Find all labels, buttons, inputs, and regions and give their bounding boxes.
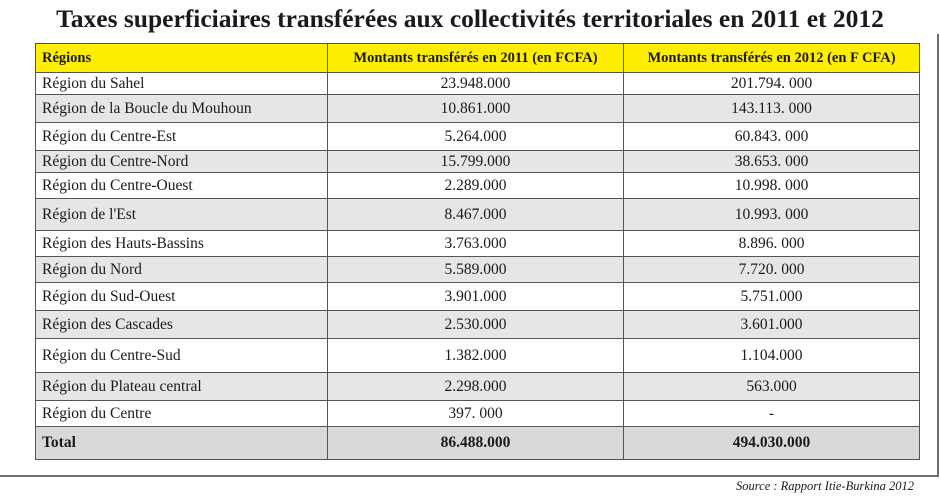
amount-2011: 8.467.000	[327, 198, 624, 231]
table-row: Région de l'Est 8.467.000 10.993. 000	[35, 198, 920, 231]
amount-2012: 201.794. 000	[623, 72, 920, 95]
region-name: Région du Centre-Ouest	[35, 172, 328, 199]
amount-2011: 2.530.000	[327, 310, 624, 339]
amount-2011: 10.861.000	[327, 94, 624, 123]
amount-2012: 5.751.000	[623, 282, 920, 311]
region-name: Région des Hauts-Bassins	[35, 230, 328, 257]
data-table: Régions Montants transférés en 2011 (en …	[35, 43, 920, 460]
region-name: Région de la Boucle du Mouhoun	[35, 94, 328, 123]
header-regions: Régions	[35, 43, 328, 73]
region-name: Région du Sahel	[35, 72, 328, 95]
amount-2012: 60.843. 000	[623, 122, 920, 151]
amount-2011: 15.799.000	[327, 150, 624, 173]
total-row: Total 86.488.000 494.030.000	[35, 426, 920, 460]
amount-2012: 1.104.000	[623, 338, 920, 373]
region-name: Région du Plateau central	[35, 372, 328, 401]
amount-2012: 7.720. 000	[623, 256, 920, 283]
region-name: Région du Centre-Nord	[35, 150, 328, 173]
table-row: Région du Centre 397. 000-	[35, 400, 920, 427]
table-row: Région du Centre-Est 5.264.000 60.843. 000	[35, 122, 920, 151]
amount-2011: 1.382.000	[327, 338, 624, 373]
total-2011: 86.488.000	[327, 426, 624, 460]
header-amount-2012: Montants transférés en 2012 (en F CFA)	[623, 43, 920, 73]
amount-2012: 3.601.000	[623, 310, 920, 339]
table-row: Région des Cascades 2.530.000 3.601.000	[35, 310, 920, 339]
region-name: Région du Centre-Sud	[35, 338, 328, 373]
amount-2012: 10.998. 000	[623, 172, 920, 199]
amount-2012: 10.993. 000	[623, 198, 920, 231]
amount-2011: 3.901.000	[327, 282, 624, 311]
amount-2012: 563.000	[623, 372, 920, 401]
table-body: Région du Sahel 23.948.000 201.794. 000 Rég…	[35, 72, 920, 427]
amount-2011: 23.948.000	[327, 72, 624, 95]
amount-2011: 397. 000	[327, 400, 624, 427]
page-title: Taxes superficiaires transférées aux col…	[56, 4, 884, 33]
header-amount-2011: Montants transférés en 2011 (en FCFA)	[327, 43, 624, 73]
table-row: Région de la Boucle du Mouhoun 10.861.000…	[35, 94, 920, 123]
table-row: Région du Plateau central 2.298.000 563.00…	[35, 372, 920, 401]
region-name: Région du Sud-Ouest	[35, 282, 328, 311]
total-label: Total	[35, 426, 328, 460]
region-name: Région des Cascades	[35, 310, 328, 339]
region-name: Région du Centre-Est	[35, 122, 328, 151]
region-name: Région du Nord	[35, 256, 328, 283]
amount-2011: 2.289.000	[327, 172, 624, 199]
amount-2011: 5.264.000	[327, 122, 624, 151]
table-row: Région du Centre-Sud 1.382.000 1.104.000	[35, 338, 920, 373]
amount-2011: 5.589.000	[327, 256, 624, 283]
table-header-row: Régions Montants transférés en 2011 (en …	[35, 43, 920, 73]
amount-2012: 38.653. 000	[623, 150, 920, 173]
page-frame	[0, 34, 939, 477]
amount-2012: 8.896. 000	[623, 230, 920, 257]
table-row: Région du Sud-Ouest 3.901.000 5.751.000	[35, 282, 920, 311]
amount-2012: -	[623, 400, 920, 427]
table-row: Région du Sahel 23.948.000 201.794. 000	[35, 72, 920, 95]
region-name: Région du Centre	[35, 400, 328, 427]
amount-2011: 2.298.000	[327, 372, 624, 401]
table-row: Région du Nord 5.589.000 7.720. 000	[35, 256, 920, 283]
total-2012: 494.030.000	[623, 426, 920, 460]
source-note: Source : Rapport Itie-Burkina 2012	[736, 479, 914, 493]
table-row: Région du Centre-Ouest 2.289.000 10.998. 0…	[35, 172, 920, 199]
table-row: Région du Centre-Nord 15.799.000 38.653. 0…	[35, 150, 920, 173]
region-name: Région de l'Est	[35, 198, 328, 231]
amount-2011: 3.763.000	[327, 230, 624, 257]
table-row: Région des Hauts-Bassins 3.763.000 8.896. …	[35, 230, 920, 257]
amount-2012: 143.113. 000	[623, 94, 920, 123]
